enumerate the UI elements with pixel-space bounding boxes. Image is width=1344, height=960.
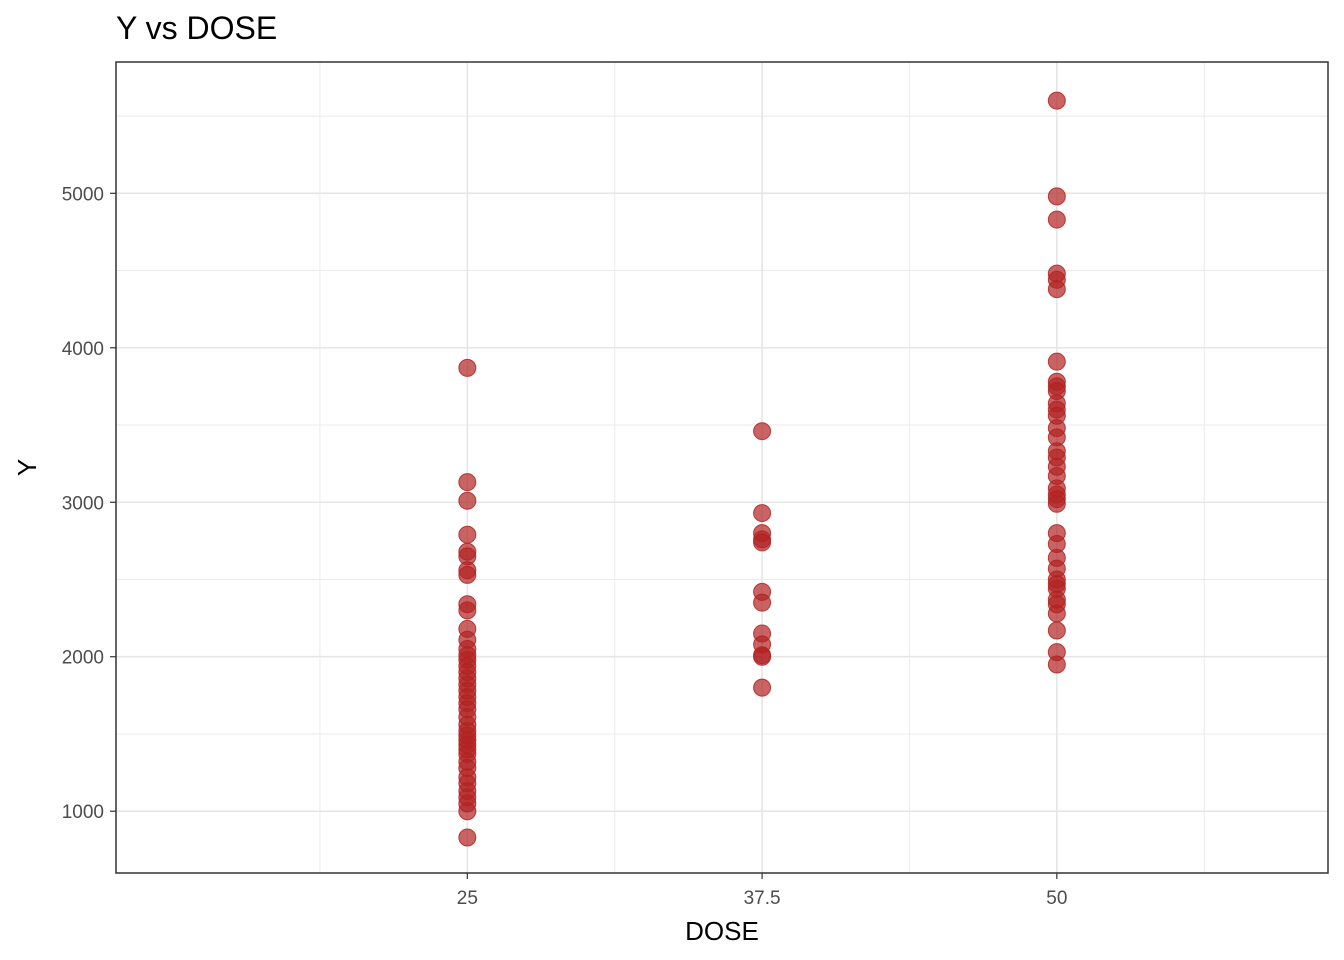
y-tick-label: 4000 <box>62 339 104 360</box>
axis-ticks: 1000 2000 3000 4000 5000 25 37.5 50 <box>62 184 1068 909</box>
data-point <box>1047 91 1066 110</box>
data-point <box>458 491 477 510</box>
data-point <box>1047 604 1066 623</box>
data-point <box>753 533 772 552</box>
data-point <box>458 601 477 620</box>
data-point <box>458 828 477 847</box>
x-tick-label: 50 <box>1046 888 1067 909</box>
data-point <box>1047 621 1066 640</box>
data-point <box>1047 210 1066 229</box>
data-point <box>458 802 477 821</box>
x-axis-title: DOSE <box>685 916 759 946</box>
y-tick-label: 2000 <box>62 648 104 669</box>
data-point <box>753 504 772 523</box>
data-point <box>753 647 772 666</box>
data-point <box>458 473 477 492</box>
data-point <box>1047 494 1066 513</box>
x-tick-label: 37.5 <box>744 888 781 909</box>
data-point <box>458 565 477 584</box>
data-point <box>458 358 477 377</box>
data-point <box>1047 280 1066 299</box>
panel-border <box>115 61 1329 874</box>
x-tick-label: 25 <box>457 888 478 909</box>
y-tick-label: 3000 <box>62 493 104 514</box>
data-point <box>753 678 772 697</box>
grid-lines <box>116 62 1328 873</box>
data-points <box>458 91 1066 847</box>
data-point <box>753 422 772 441</box>
data-point <box>1047 352 1066 371</box>
data-point <box>753 593 772 612</box>
data-point <box>1047 187 1066 206</box>
y-axis-title: Y <box>12 459 42 476</box>
y-tick-label: 5000 <box>62 184 104 205</box>
data-point <box>1047 655 1066 674</box>
y-tick-label: 1000 <box>62 802 104 823</box>
chart-title: Y vs DOSE <box>116 10 278 46</box>
data-point <box>458 525 477 544</box>
